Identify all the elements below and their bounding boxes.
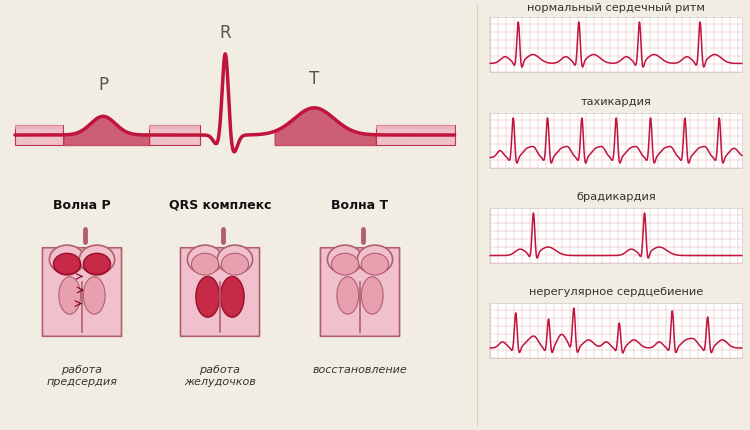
Bar	[149, 125, 200, 129]
Text: QRS комплекс: QRS комплекс	[169, 199, 272, 212]
Text: восстановление: восстановление	[313, 365, 407, 375]
Text: желудочков: желудочков	[184, 377, 256, 387]
Text: нерегулярное сердцебиение: нерегулярное сердцебиение	[529, 287, 704, 297]
Bar	[149, 125, 200, 145]
FancyBboxPatch shape	[320, 248, 400, 336]
Ellipse shape	[357, 245, 393, 273]
Bar	[15, 125, 64, 129]
Ellipse shape	[80, 245, 115, 273]
Ellipse shape	[327, 245, 363, 273]
Bar	[490, 303, 742, 358]
Ellipse shape	[188, 245, 223, 273]
FancyBboxPatch shape	[43, 248, 122, 336]
Ellipse shape	[83, 253, 110, 275]
Text: R: R	[220, 24, 231, 42]
Text: работа: работа	[62, 365, 103, 375]
Ellipse shape	[362, 253, 388, 275]
Ellipse shape	[220, 276, 245, 317]
Bar	[15, 125, 64, 145]
Text: P: P	[98, 76, 108, 94]
Bar	[490, 113, 742, 168]
Text: нормальный сердечный ритм: нормальный сердечный ритм	[527, 3, 705, 13]
Ellipse shape	[221, 253, 248, 275]
Ellipse shape	[50, 245, 85, 273]
Ellipse shape	[362, 277, 383, 314]
Ellipse shape	[53, 253, 81, 275]
Text: работа: работа	[200, 365, 241, 375]
Text: Волна P: Волна P	[53, 199, 111, 212]
Bar	[490, 17, 742, 72]
Text: T: T	[309, 70, 320, 88]
Ellipse shape	[83, 277, 105, 314]
Text: брадикардия: брадикардия	[576, 192, 656, 202]
Ellipse shape	[59, 277, 81, 314]
Ellipse shape	[196, 276, 220, 317]
FancyBboxPatch shape	[181, 248, 260, 336]
Bar	[376, 125, 455, 145]
Bar	[376, 125, 455, 129]
Text: предсердия: предсердия	[46, 377, 118, 387]
Bar	[490, 208, 742, 263]
Ellipse shape	[217, 245, 253, 273]
Ellipse shape	[332, 253, 358, 275]
Ellipse shape	[337, 277, 358, 314]
Text: тахикардия: тахикардия	[580, 97, 652, 107]
Text: Волна T: Волна T	[332, 199, 388, 212]
Ellipse shape	[191, 253, 219, 275]
